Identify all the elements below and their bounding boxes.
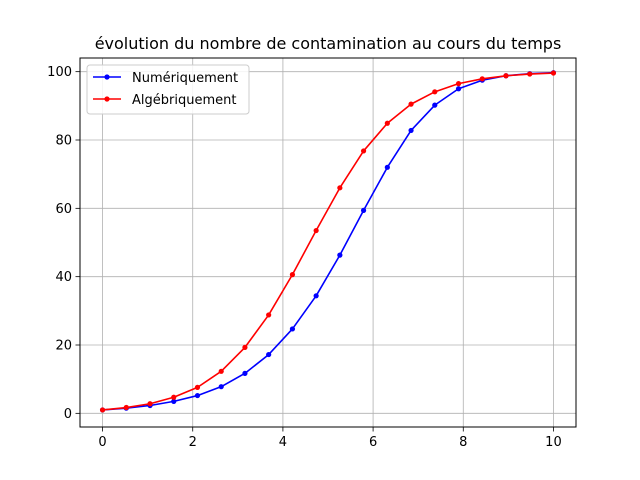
data-point bbox=[147, 401, 153, 407]
y-tick-label: 40 bbox=[55, 270, 72, 285]
plot-frame bbox=[79, 57, 577, 428]
legend-marker bbox=[104, 74, 110, 80]
data-point bbox=[289, 272, 296, 278]
x-tick-label: 6 bbox=[369, 435, 377, 450]
data-point bbox=[527, 71, 533, 77]
data-point bbox=[266, 351, 272, 358]
data-point bbox=[408, 101, 414, 107]
data-point bbox=[455, 86, 462, 92]
data-point bbox=[360, 207, 367, 213]
x-tick-label: 10 bbox=[545, 435, 562, 450]
legend: Numériquement Algébriquement bbox=[86, 64, 250, 115]
chart-title: évolution du nombre de contamination au … bbox=[95, 34, 562, 53]
legend-box bbox=[86, 64, 250, 115]
data-point bbox=[455, 81, 462, 87]
y-tick-label: 0 bbox=[64, 407, 72, 422]
y-tick-label: 20 bbox=[55, 339, 72, 354]
data-point bbox=[503, 73, 509, 79]
data-point bbox=[99, 407, 106, 413]
data-point bbox=[218, 384, 224, 390]
data-point bbox=[432, 102, 438, 108]
legend-marker bbox=[104, 96, 110, 102]
data-point bbox=[337, 185, 343, 191]
series-line-2 bbox=[102, 72, 554, 411]
data-point bbox=[194, 384, 201, 390]
x-tick-label: 8 bbox=[459, 435, 467, 450]
data-point bbox=[337, 252, 343, 258]
x-tick-label: 4 bbox=[279, 435, 287, 450]
series-layer bbox=[99, 70, 557, 413]
data-point bbox=[266, 312, 272, 318]
data-point bbox=[479, 76, 485, 82]
data-point bbox=[242, 344, 248, 350]
x-tick-label: 2 bbox=[189, 435, 197, 450]
data-point bbox=[171, 398, 177, 404]
data-point bbox=[432, 89, 438, 95]
data-point bbox=[242, 370, 248, 376]
data-point bbox=[218, 368, 224, 374]
data-point bbox=[313, 227, 319, 234]
legend-label: Numériquement bbox=[132, 71, 238, 86]
series-line-1 bbox=[102, 71, 554, 411]
legend-label: Algébriquement bbox=[132, 93, 236, 108]
y-tick-label: 80 bbox=[55, 134, 72, 149]
data-point bbox=[360, 148, 367, 154]
data-point bbox=[550, 70, 557, 76]
y-tick-label: 100 bbox=[47, 65, 72, 80]
data-point bbox=[171, 394, 177, 400]
data-point bbox=[384, 120, 390, 126]
x-tick-label: 0 bbox=[98, 435, 106, 450]
data-point bbox=[384, 164, 390, 170]
data-point bbox=[123, 404, 129, 411]
y-tick-label: 60 bbox=[55, 202, 72, 217]
data-point bbox=[194, 392, 201, 399]
data-point bbox=[313, 293, 319, 299]
data-point bbox=[408, 127, 414, 134]
data-point bbox=[289, 326, 296, 332]
